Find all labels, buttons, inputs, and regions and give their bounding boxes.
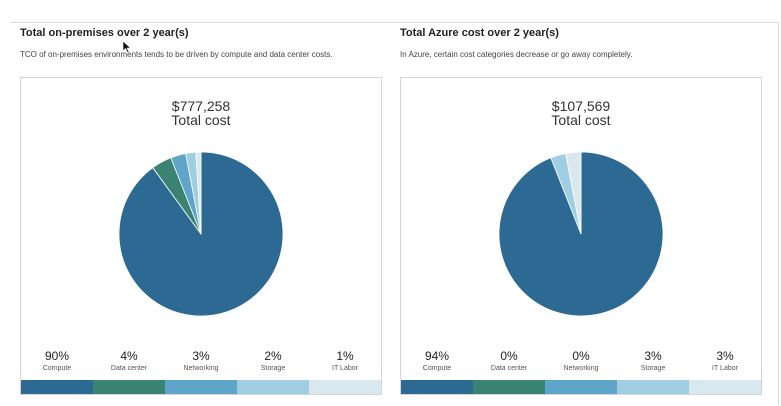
on-premises-total-label: Total cost [171, 112, 231, 128]
azure-total-label: Total cost [551, 112, 611, 128]
color-swatch-compute [401, 380, 473, 394]
on-premises-panel: Total on-premises over 2 year(s) TCO of … [20, 25, 388, 395]
legend-item-it-labor: 1% IT Labor [309, 349, 381, 379]
legend-pct: 3% [644, 349, 662, 363]
legend-pct: 3% [716, 349, 734, 363]
legend-pct: 0% [572, 349, 590, 363]
legend-name: Storage [260, 365, 286, 372]
legend-pct: 2% [264, 349, 282, 363]
on-premises-title: Total on-premises over 2 year(s) [20, 27, 189, 39]
pie-slice-compute[interactable] [498, 151, 664, 317]
azure-legend: 94% Compute 0% Data center 0% Networking… [401, 349, 761, 379]
legend-item-it-labor: 3% IT Labor [689, 349, 761, 379]
legend-pct: 0% [500, 349, 518, 363]
legend-pct: 90% [44, 349, 70, 363]
color-swatch-compute [21, 380, 93, 394]
color-swatch-storage [237, 380, 309, 394]
legend-name: IT Labor [712, 365, 738, 372]
azure-card: $107,569 Total cost 94% Compute 0% Data … [400, 77, 762, 395]
azure-title: Total Azure cost over 2 year(s) [400, 27, 559, 39]
azure-panel: Total Azure cost over 2 year(s) In Azure… [400, 25, 768, 395]
legend-name: Data center [490, 365, 528, 372]
legend-pct: 4% [120, 349, 138, 363]
legend-item-networking: 3% Networking [165, 349, 237, 379]
color-swatch-it-labor [689, 380, 761, 394]
color-swatch-networking [545, 380, 617, 394]
on-premises-pie-chart [118, 151, 284, 317]
legend-item-storage: 3% Storage [617, 349, 689, 379]
legend-item-data-center: 0% Data center [473, 349, 545, 379]
color-swatch-it-labor [309, 380, 381, 394]
legend-name: IT Labor [332, 365, 358, 372]
legend-name: Data center [110, 365, 148, 372]
legend-name: Compute [42, 365, 72, 372]
mouse-cursor-icon [122, 40, 132, 53]
color-swatch-data-center [93, 380, 165, 394]
azure-pie-chart [498, 151, 664, 317]
legend-item-compute: 90% Compute [21, 349, 93, 379]
legend-item-compute: 94% Compute [401, 349, 473, 379]
pie-slice-it-labor[interactable] [195, 151, 202, 235]
legend-item-data-center: 4% Data center [93, 349, 165, 379]
legend-item-networking: 0% Networking [545, 349, 617, 379]
legend-name: Storage [640, 365, 666, 372]
azure-description: In Azure, certain cost categories decrea… [400, 50, 633, 59]
azure-color-bar [401, 380, 761, 394]
legend-pct: 1% [336, 349, 354, 363]
legend-name: Networking [183, 365, 219, 372]
legend-name: Networking [563, 365, 599, 372]
on-premises-description: TCO of on-premises environments tends to… [20, 50, 333, 59]
pie-slice-it-labor[interactable] [565, 151, 582, 235]
legend-pct: 3% [192, 349, 210, 363]
on-premises-legend: 90% Compute 4% Data center 3% Networking… [21, 349, 381, 379]
legend-pct: 94% [424, 349, 450, 363]
legend-name: Compute [422, 365, 452, 372]
color-swatch-data-center [473, 380, 545, 394]
color-swatch-networking [165, 380, 237, 394]
on-premises-color-bar [21, 380, 381, 394]
on-premises-total-amount: $777,258 [171, 98, 231, 114]
azure-total-amount: $107,569 [551, 98, 611, 114]
on-premises-card: $777,258 Total cost 90% Compute 4% Data … [20, 77, 382, 395]
color-swatch-storage [617, 380, 689, 394]
legend-item-storage: 2% Storage [237, 349, 309, 379]
report-frame [10, 22, 779, 405]
